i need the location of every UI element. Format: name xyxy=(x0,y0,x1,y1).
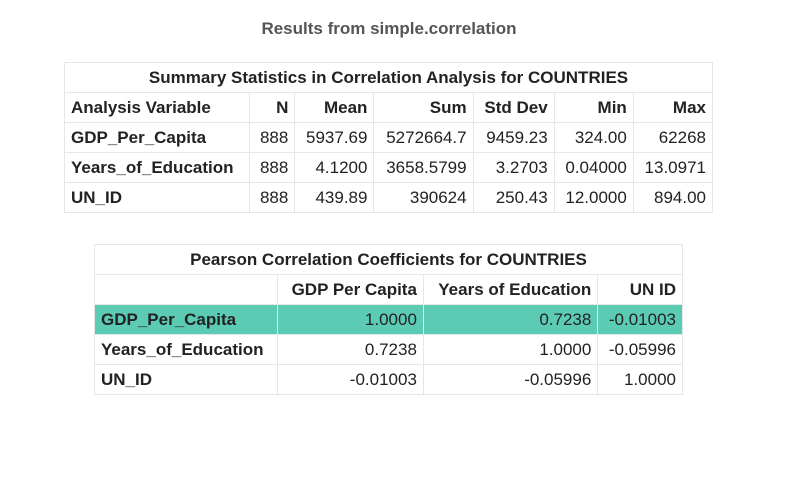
cell-max: 62268 xyxy=(632,122,714,153)
correlation-header-row: GDP Per Capita Years of Education UN ID xyxy=(94,274,683,305)
cell-min: 324.00 xyxy=(553,122,634,153)
cell-corr-years-education: 1.0000 xyxy=(422,334,599,365)
cell-sum: 3658.5799 xyxy=(373,152,474,183)
cell-corr-gdp: -0.01003 xyxy=(276,364,424,395)
col-header-max: Max xyxy=(632,92,714,123)
row-header-years-of-education: Years_of_Education xyxy=(94,334,278,365)
cell-corr-un-id: 1.0000 xyxy=(597,364,683,395)
cell-std-dev: 3.2703 xyxy=(472,152,555,183)
row-header-gdp-per-capita: GDP_Per_Capita xyxy=(94,304,278,335)
cell-mean: 439.89 xyxy=(294,182,375,213)
cell-sum: 5272664.7 xyxy=(373,122,474,153)
col-header-mean: Mean xyxy=(294,92,375,123)
cell-n: 888 xyxy=(249,182,296,213)
cell-n: 888 xyxy=(249,122,296,153)
page-title: Results from simple.correlation xyxy=(261,19,517,38)
summary-header-row: Analysis Variable N Mean Sum Std Dev Min… xyxy=(63,92,714,123)
col-header-years-of-education: Years of Education xyxy=(422,274,599,305)
cell-corr-gdp: 1.0000 xyxy=(276,304,424,335)
col-header-blank xyxy=(94,274,278,305)
cell-std-dev: 250.43 xyxy=(472,182,555,213)
table-row[interactable]: UN_ID -0.01003 -0.05996 1.0000 xyxy=(94,364,683,395)
col-header-gdp-per-capita: GDP Per Capita xyxy=(276,274,424,305)
table-row: UN_ID 888 439.89 390624 250.43 12.0000 8… xyxy=(63,182,714,213)
col-header-un-id: UN ID xyxy=(597,274,683,305)
table-row-highlighted[interactable]: GDP_Per_Capita 1.0000 0.7238 -0.01003 xyxy=(94,304,683,335)
cell-sum: 390624 xyxy=(373,182,474,213)
cell-mean: 4.1200 xyxy=(294,152,375,183)
col-header-min: Min xyxy=(553,92,634,123)
cell-corr-gdp: 0.7238 xyxy=(276,334,424,365)
col-header-std-dev: Std Dev xyxy=(472,92,555,123)
cell-corr-years-education: 0.7238 xyxy=(422,304,599,335)
row-header-gdp-per-capita: GDP_Per_Capita xyxy=(63,122,251,153)
row-header-un-id: UN_ID xyxy=(63,182,251,213)
summary-statistics-table: Summary Statistics in Correlation Analys… xyxy=(63,62,714,213)
col-header-n: N xyxy=(249,92,296,123)
table-row[interactable]: Years_of_Education 0.7238 1.0000 -0.0599… xyxy=(94,334,683,365)
cell-corr-years-education: -0.05996 xyxy=(422,364,599,395)
table-row: Years_of_Education 888 4.1200 3658.5799 … xyxy=(63,152,714,183)
cell-max: 894.00 xyxy=(632,182,714,213)
cell-min: 0.04000 xyxy=(553,152,634,183)
row-header-years-of-education: Years_of_Education xyxy=(63,152,251,183)
cell-min: 12.0000 xyxy=(553,182,634,213)
row-header-un-id: UN_ID xyxy=(94,364,278,395)
cell-corr-un-id: -0.01003 xyxy=(597,304,683,335)
cell-max: 13.0971 xyxy=(632,152,714,183)
summary-table-caption: Summary Statistics in Correlation Analys… xyxy=(64,62,713,93)
cell-std-dev: 9459.23 xyxy=(472,122,555,153)
cell-corr-un-id: -0.05996 xyxy=(597,334,683,365)
cell-mean: 5937.69 xyxy=(294,122,375,153)
correlation-table-caption: Pearson Correlation Coefficients for COU… xyxy=(94,244,683,275)
col-header-analysis-variable: Analysis Variable xyxy=(63,92,251,123)
col-header-sum: Sum xyxy=(373,92,474,123)
cell-n: 888 xyxy=(249,152,296,183)
pearson-correlation-table: Pearson Correlation Coefficients for COU… xyxy=(94,244,683,395)
table-row: GDP_Per_Capita 888 5937.69 5272664.7 945… xyxy=(63,122,714,153)
